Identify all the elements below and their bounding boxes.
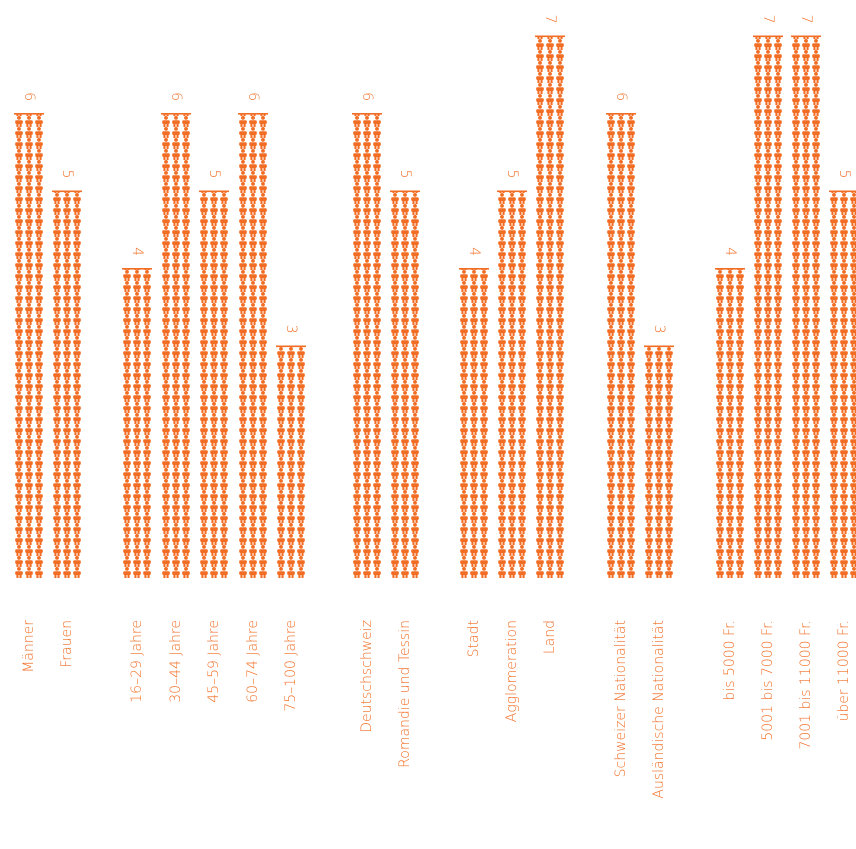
category-label-2-1: Romandie und Tessin — [397, 620, 413, 768]
value-label-4-1: 3 — [651, 325, 667, 334]
value-label-4-0: 6 — [613, 92, 629, 101]
category-label-5-0: bis 5000 Fr. — [722, 620, 738, 701]
value-label-5-2: 7 — [798, 15, 814, 24]
value-label-1-3: 6 — [245, 92, 261, 101]
value-label-3-1: 5 — [504, 170, 520, 179]
value-label-2-0: 6 — [359, 92, 375, 101]
value-label-3-2: 7 — [542, 15, 558, 24]
bar-5-0 — [715, 268, 745, 578]
value-label-1-4: 3 — [283, 325, 299, 334]
bar-1-3 — [238, 113, 268, 578]
bar-1-2 — [199, 190, 229, 578]
bar-2-0 — [352, 113, 382, 578]
value-label-1-2: 5 — [206, 170, 222, 179]
category-label-1-0: 16–29 Jahre — [129, 620, 145, 703]
category-label-1-4: 75–100 Jahre — [283, 620, 299, 712]
bar-1-0 — [122, 268, 152, 578]
category-label-1-1: 30–44 Jahre — [168, 620, 184, 703]
category-label-5-3: über 11000 Fr. — [836, 620, 852, 722]
bar-1-4 — [276, 345, 306, 578]
category-label-4-0: Schweizer Nationalität — [613, 620, 629, 777]
bar-0-0 — [14, 113, 44, 578]
value-label-5-1: 7 — [760, 15, 776, 24]
category-label-3-0: Stadt — [466, 620, 482, 657]
bar-1-1 — [161, 113, 191, 578]
value-label-5-3: 5 — [836, 170, 852, 179]
bar-5-3 — [829, 190, 856, 578]
value-label-1-1: 6 — [168, 92, 184, 101]
bar-3-0 — [459, 268, 489, 578]
bar-4-0 — [606, 113, 636, 578]
bar-5-1 — [753, 35, 783, 578]
category-label-1-3: 60–74 Jahre — [245, 620, 261, 703]
category-label-3-1: Agglomeration — [504, 620, 520, 722]
value-label-5-0: 4 — [722, 247, 738, 256]
category-label-4-1: Ausländische Nationalität — [651, 620, 667, 799]
category-label-5-1: 5001 bis 7000 Fr. — [760, 620, 776, 741]
bar-4-1 — [644, 345, 674, 578]
bar-5-2 — [791, 35, 821, 578]
category-label-0-0: Männer — [21, 620, 37, 673]
value-label-0-1: 5 — [59, 170, 75, 179]
value-label-1-0: 4 — [129, 247, 145, 256]
value-label-0-0: 6 — [21, 92, 37, 101]
category-label-0-1: Frauen — [59, 620, 75, 668]
bar-2-1 — [390, 190, 420, 578]
category-label-5-2: 7001 bis 11000 Fr. — [798, 620, 814, 750]
bar-3-1 — [497, 190, 527, 578]
category-label-3-2: Land — [542, 620, 558, 654]
category-label-1-2: 45–59 Jahre — [206, 620, 222, 703]
category-label-2-0: Deutschschweiz — [359, 620, 375, 733]
bar-0-1 — [52, 190, 82, 578]
value-label-2-1: 5 — [397, 170, 413, 179]
bar-3-2 — [535, 35, 565, 578]
value-label-3-0: 4 — [466, 247, 482, 256]
